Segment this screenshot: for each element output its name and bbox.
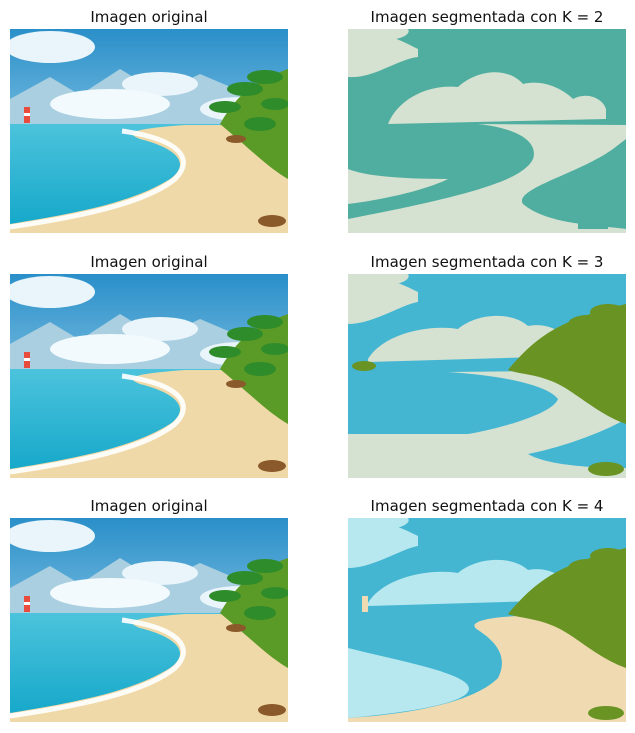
segmented-panel-k2: Imagen segmentada con K = 2 [348, 6, 626, 236]
original-panel-2: Imagen original [10, 251, 288, 481]
segmented-panel-k4: Imagen segmentada con K = 4 [348, 495, 626, 725]
lighthouse-icon [24, 107, 30, 123]
segmented-panel-k3: Imagen segmentada con K = 3 [348, 251, 626, 481]
segmented-image-k3 [348, 274, 626, 478]
original-beach-image [10, 29, 288, 233]
segmented-image-k2 [348, 29, 626, 233]
lighthouse-icon [24, 596, 30, 612]
panel-title: Imagen original [90, 253, 208, 271]
panel-title: Imagen original [90, 497, 208, 515]
panel-title: Imagen segmentada con K = 2 [370, 8, 604, 26]
panel-title: Imagen original [90, 8, 208, 26]
original-panel-3: Imagen original [10, 495, 288, 725]
original-beach-image [10, 518, 288, 722]
original-beach-image [10, 274, 288, 478]
original-panel-1: Imagen original [10, 6, 288, 236]
lighthouse-icon [24, 352, 30, 368]
panel-title: Imagen segmentada con K = 4 [370, 497, 604, 515]
segmented-image-k4 [348, 518, 626, 722]
panel-title: Imagen segmentada con K = 3 [370, 253, 604, 271]
